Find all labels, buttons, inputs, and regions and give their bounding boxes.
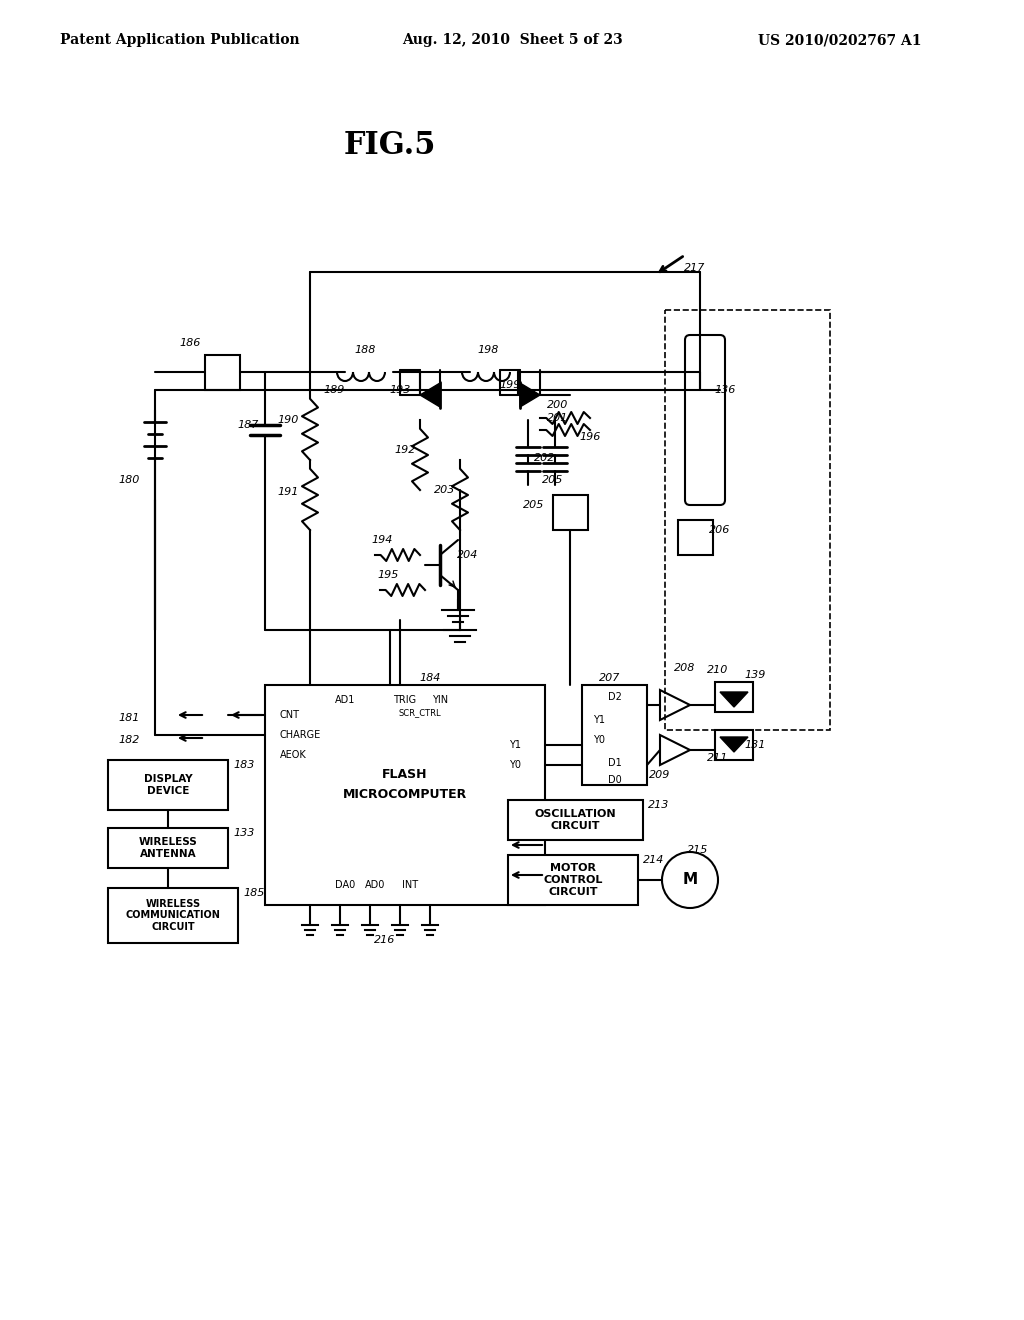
Text: 131: 131	[744, 741, 766, 750]
Text: DISPLAY
DEVICE: DISPLAY DEVICE	[143, 775, 193, 796]
Text: 205: 205	[522, 500, 544, 510]
Bar	[205, 355, 240, 389]
Text: 205: 205	[543, 475, 563, 484]
Bar	[715, 682, 753, 711]
Bar	[553, 495, 588, 531]
Text: 217: 217	[684, 263, 706, 273]
Text: AD1: AD1	[335, 696, 355, 705]
Text: 208: 208	[675, 663, 695, 673]
Text: MICROCOMPUTER: MICROCOMPUTER	[343, 788, 467, 801]
Text: 209: 209	[649, 770, 671, 780]
Text: 191: 191	[278, 487, 299, 498]
Text: TRIG: TRIG	[393, 696, 417, 705]
Text: MOTOR
CONTROL
CIRCUIT: MOTOR CONTROL CIRCUIT	[544, 863, 603, 896]
Text: 201: 201	[547, 413, 568, 422]
Text: 198: 198	[477, 345, 499, 355]
Text: 182: 182	[119, 735, 140, 744]
Text: US 2010/0202767 A1: US 2010/0202767 A1	[758, 33, 922, 48]
Text: 180: 180	[119, 475, 140, 484]
Text: 187: 187	[238, 420, 259, 430]
Text: 207: 207	[599, 673, 621, 682]
Bar	[108, 888, 238, 942]
Polygon shape	[420, 383, 440, 407]
Text: 196: 196	[580, 432, 601, 442]
Text: FIG.5: FIG.5	[344, 129, 436, 161]
Text: CNT: CNT	[280, 710, 300, 719]
Text: Y0: Y0	[509, 760, 521, 770]
Polygon shape	[720, 692, 748, 708]
Text: 181: 181	[119, 713, 140, 723]
Bar	[715, 730, 753, 760]
Text: WIRELESS
COMMUNICATION
CIRCUIT: WIRELESS COMMUNICATION CIRCUIT	[126, 899, 220, 932]
Bar	[108, 760, 228, 810]
Text: 183: 183	[233, 760, 254, 770]
Text: Y1: Y1	[509, 741, 521, 750]
Text: 206: 206	[710, 525, 731, 535]
Bar	[108, 828, 228, 869]
Text: 202: 202	[535, 453, 556, 463]
Text: Patent Application Publication: Patent Application Publication	[60, 33, 300, 48]
Text: WIRELESS
ANTENNA: WIRELESS ANTENNA	[138, 837, 198, 859]
Text: Y0: Y0	[594, 735, 605, 744]
Text: 185: 185	[243, 888, 264, 898]
Text: 215: 215	[687, 845, 709, 855]
Bar	[265, 685, 545, 906]
Text: 210: 210	[708, 665, 729, 675]
Text: 216: 216	[375, 935, 395, 945]
Text: CHARGE: CHARGE	[280, 730, 322, 741]
Bar	[678, 520, 713, 554]
Text: 194: 194	[372, 535, 392, 545]
Bar	[582, 685, 647, 785]
Text: OSCILLATION
CIRCUIT: OSCILLATION CIRCUIT	[535, 809, 616, 830]
Text: 200: 200	[547, 400, 568, 411]
FancyBboxPatch shape	[685, 335, 725, 506]
Text: D2: D2	[607, 692, 622, 702]
Text: 136: 136	[715, 385, 735, 395]
Text: 213: 213	[648, 800, 670, 810]
Text: INT: INT	[402, 880, 418, 890]
Text: DA0: DA0	[335, 880, 355, 890]
Text: AD0: AD0	[365, 880, 385, 890]
Text: 189: 189	[323, 385, 344, 395]
Text: M: M	[682, 873, 697, 887]
Text: SCR_CTRL: SCR_CTRL	[398, 709, 441, 718]
Text: 188: 188	[354, 345, 376, 355]
Bar	[508, 800, 643, 840]
Text: 204: 204	[458, 550, 478, 560]
Text: 193: 193	[389, 385, 411, 395]
Text: 184: 184	[419, 673, 440, 682]
Bar	[665, 310, 830, 730]
Text: 192: 192	[394, 445, 416, 455]
Text: D0: D0	[607, 775, 622, 785]
Text: D1: D1	[607, 758, 622, 768]
Text: 133: 133	[233, 828, 254, 838]
Text: Aug. 12, 2010  Sheet 5 of 23: Aug. 12, 2010 Sheet 5 of 23	[401, 33, 623, 48]
Text: AEOK: AEOK	[280, 750, 307, 760]
Text: 186: 186	[179, 338, 201, 348]
Text: 139: 139	[744, 671, 766, 680]
Polygon shape	[520, 383, 540, 407]
Text: Y1: Y1	[594, 715, 605, 725]
Bar	[508, 855, 638, 906]
Text: YIN: YIN	[432, 696, 449, 705]
Text: 190: 190	[278, 414, 299, 425]
Text: 214: 214	[643, 855, 665, 865]
Text: 211: 211	[708, 752, 729, 763]
Text: 203: 203	[434, 484, 456, 495]
Polygon shape	[720, 737, 748, 752]
Text: 195: 195	[377, 570, 398, 579]
Text: FLASH: FLASH	[382, 768, 428, 781]
Text: 199: 199	[500, 380, 520, 389]
